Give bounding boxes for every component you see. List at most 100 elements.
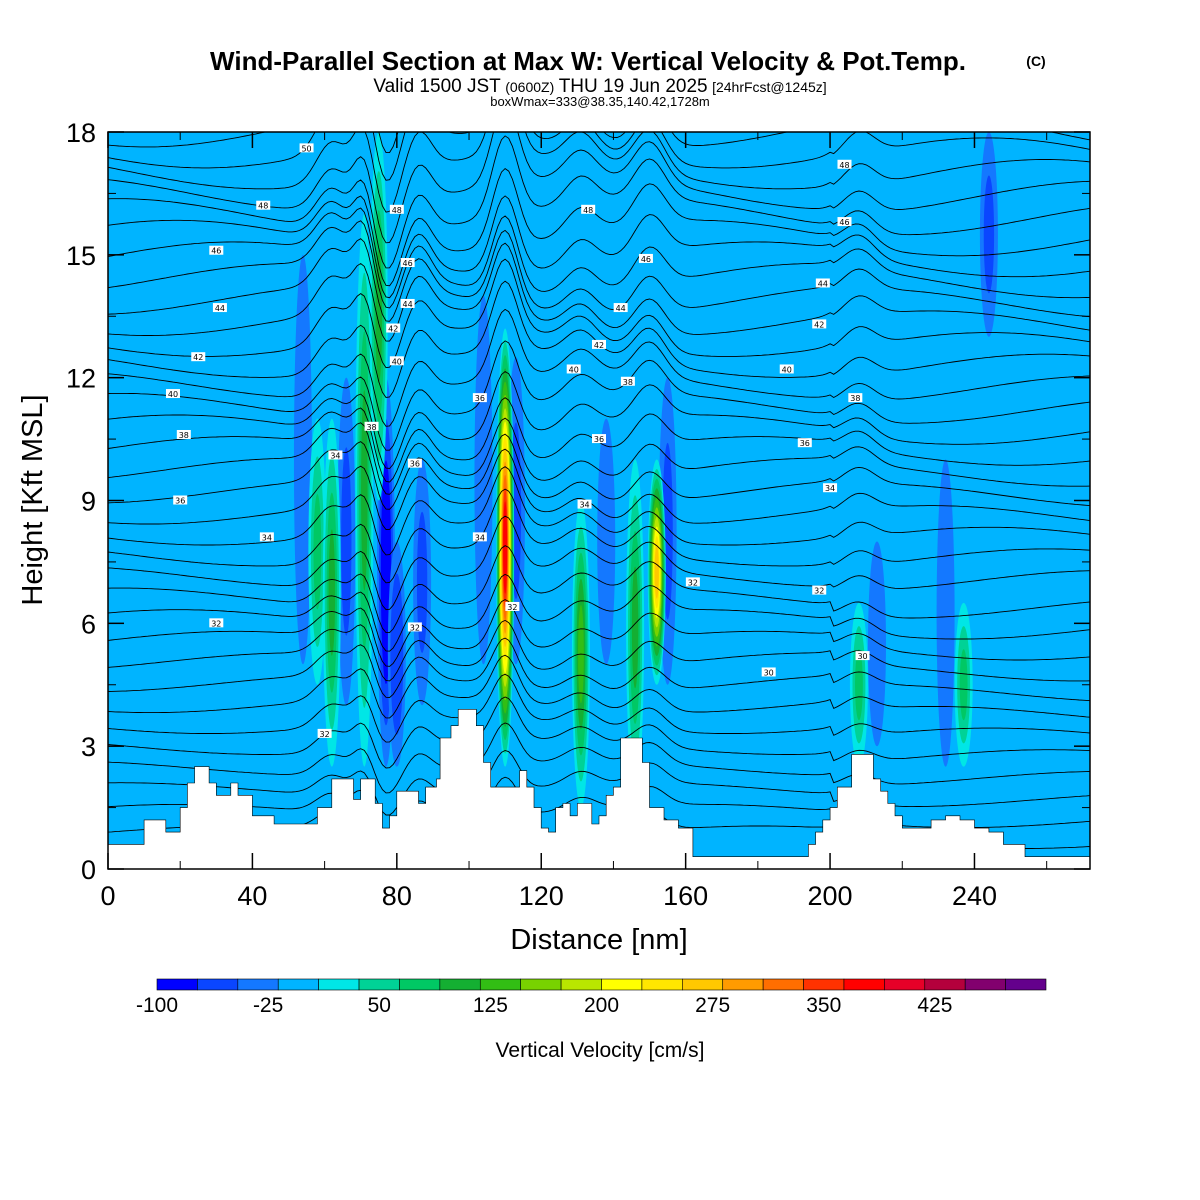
theta-contour	[108, 673, 1090, 743]
contour-label: 42	[193, 353, 203, 362]
colorbar-tick-label: 200	[584, 994, 619, 1017]
contour-label: 32	[211, 619, 221, 628]
colorbar-swatch	[722, 978, 764, 991]
colorbar-swatch	[884, 978, 926, 991]
contour-label: 36	[175, 497, 185, 506]
contour-label: 44	[818, 279, 828, 288]
colorbar-swatch	[1005, 978, 1047, 991]
theta-contour	[108, 132, 1090, 244]
updraft-core	[959, 649, 968, 721]
contour-label-box	[407, 458, 422, 468]
contour-label: 44	[616, 304, 626, 313]
colorbar-tick-label: 350	[806, 994, 841, 1017]
contour-label: 38	[179, 431, 189, 440]
x-axis-label: Distance [nm]	[510, 924, 687, 956]
colorbar-swatch	[318, 978, 360, 991]
theta-contour	[108, 599, 1090, 667]
colorbar-swatch	[924, 978, 966, 991]
contour-label-box	[797, 438, 812, 448]
colorbar-tick-label: 50	[368, 994, 391, 1017]
theta-contour	[108, 308, 1090, 427]
updraft-core	[631, 566, 639, 689]
theta-contour	[108, 696, 1090, 769]
theta-contour	[108, 132, 1090, 213]
contour-label: 46	[839, 218, 849, 227]
colorbar-swatch	[964, 978, 1006, 991]
contour-label-box	[638, 253, 653, 263]
contour-label-box	[613, 303, 628, 313]
theta-contour	[108, 132, 1090, 181]
valid-zulu: (0600Z)	[505, 79, 554, 95]
y-tick-label: 9	[81, 487, 96, 517]
colorbar-swatch	[358, 978, 400, 991]
contour-label-box	[386, 323, 401, 333]
contour-label: 36	[800, 439, 810, 448]
contour-label: 32	[410, 623, 420, 632]
colorbar-swatch	[560, 978, 602, 991]
y-tick-label: 3	[81, 732, 96, 762]
contour-label-box	[815, 278, 830, 288]
contour-label-box	[837, 159, 852, 169]
contour-label: 46	[403, 259, 413, 268]
theta-contour	[108, 722, 1090, 794]
y-tick-label: 0	[81, 855, 96, 885]
field-band	[262, 209, 479, 225]
contour-label: 34	[475, 533, 485, 542]
colorbar-tick-label: -25	[253, 994, 283, 1017]
field-band	[186, 332, 404, 347]
colorbar-swatch	[156, 978, 198, 991]
updraft-core	[313, 494, 322, 610]
contour-label-box	[566, 364, 581, 374]
copyright-mark: (C)	[1026, 53, 1045, 69]
colorbar-swatch	[601, 978, 643, 991]
y-axis-label: Height [Kft MSL]	[17, 394, 49, 605]
colorbar-tick-label: 125	[473, 994, 508, 1017]
valid-time-line: Valid 1500 JST (0600Z) THU 19 Jun 2025 […	[373, 76, 826, 97]
contour-label-box	[837, 217, 852, 227]
x-tick-label: 40	[237, 881, 267, 911]
valid-time: Valid 1500 JST	[373, 76, 501, 97]
contour-label-box	[577, 499, 592, 509]
updraft-core	[328, 529, 336, 656]
colorbar-swatch	[762, 978, 804, 991]
contour-label-box	[212, 303, 227, 313]
downdraft-core	[478, 374, 489, 586]
theta-contour	[108, 619, 1090, 682]
contour-label: 48	[583, 206, 593, 215]
y-tick-label: 15	[66, 241, 96, 271]
updraft-core	[855, 649, 863, 721]
updraft-core	[654, 545, 659, 599]
colorbar-swatch	[277, 978, 319, 991]
updraft-core	[375, 249, 383, 384]
plot-area: 50 48 48 48 48 46 46 46 46 44 44 44 44 42 42 42 42 40 40 40…	[108, 132, 1090, 869]
colorbar-swatch	[843, 978, 885, 991]
colorbar-swatch	[682, 978, 724, 991]
contour-label-box	[855, 651, 870, 661]
contour-label: 40	[392, 357, 402, 366]
theta-contour	[108, 370, 1090, 469]
valid-date: THU 19 Jun 2025	[559, 76, 708, 97]
theta-contour	[108, 135, 1090, 269]
theta-contour	[108, 340, 1090, 451]
colorbar-swatch	[803, 978, 845, 991]
contour-label-box	[592, 434, 606, 444]
downdraft-core	[601, 470, 612, 613]
contour-label: 40	[782, 365, 792, 374]
colorbar-tick-label: -100	[136, 994, 178, 1017]
y-tick-label: 6	[81, 609, 96, 639]
contour-label: 32	[507, 603, 517, 612]
downdraft-core	[392, 605, 401, 703]
contour-label-box	[317, 728, 332, 738]
y-tick-label: 18	[66, 118, 96, 148]
contour-label-box	[472, 393, 487, 403]
contour-label-box	[812, 319, 827, 329]
contour-label-box	[848, 393, 863, 403]
contour-label-box	[173, 495, 188, 505]
contour-label: 34	[330, 451, 340, 460]
forecast-info: [24hrFcst@1245z]	[712, 79, 827, 95]
contour-label: 36	[594, 435, 604, 444]
field-band	[362, 179, 580, 194]
contour-label: 38	[366, 423, 376, 432]
contour-label-box	[779, 364, 794, 374]
contour-label: 32	[320, 730, 330, 739]
